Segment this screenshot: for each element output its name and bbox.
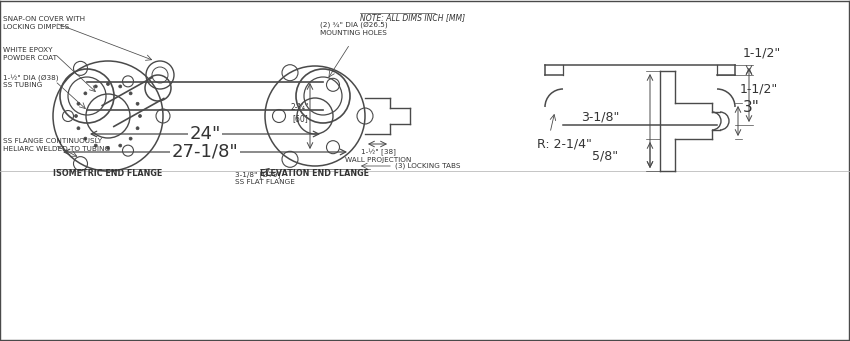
Text: 1-½" [38]
WALL PROJECTION: 1-½" [38] WALL PROJECTION — [345, 149, 411, 163]
Circle shape — [129, 137, 132, 140]
Text: R: 2-1/4": R: 2-1/4" — [537, 137, 592, 150]
Circle shape — [77, 127, 80, 130]
Text: NOTE: ALL DIMS INCH [MM]: NOTE: ALL DIMS INCH [MM] — [360, 13, 465, 22]
Text: 1-½" DIA (Ø38)
SS TUBING: 1-½" DIA (Ø38) SS TUBING — [3, 74, 59, 88]
Circle shape — [129, 92, 132, 95]
Text: 3": 3" — [743, 100, 760, 115]
Text: 1-1/2": 1-1/2" — [740, 83, 779, 95]
Circle shape — [136, 127, 139, 130]
Text: 3-1/8": 3-1/8" — [581, 110, 619, 123]
Text: (2) ¾" DIA (Ø26.5)
MOUNTING HOLES: (2) ¾" DIA (Ø26.5) MOUNTING HOLES — [320, 22, 388, 36]
Circle shape — [136, 102, 139, 105]
Text: SS FLANGE CONTINUOUSLY
HELIARC WELDED TO TUBING: SS FLANGE CONTINUOUSLY HELIARC WELDED TO… — [3, 138, 110, 152]
Circle shape — [139, 115, 141, 118]
Text: (3) LOCKING TABS: (3) LOCKING TABS — [395, 163, 461, 169]
Text: 1-1/2": 1-1/2" — [743, 46, 781, 59]
Circle shape — [75, 115, 77, 118]
Circle shape — [94, 85, 97, 88]
Text: 27-1/8": 27-1/8" — [172, 143, 238, 161]
Text: 24": 24" — [190, 125, 221, 143]
Circle shape — [119, 144, 122, 147]
Text: 5/8": 5/8" — [592, 149, 618, 163]
Circle shape — [84, 92, 87, 95]
Circle shape — [106, 83, 110, 86]
Text: 3-1/8" [Ø79]
SS FLAT FLANGE: 3-1/8" [Ø79] SS FLAT FLANGE — [235, 171, 295, 185]
Circle shape — [94, 144, 97, 147]
Circle shape — [84, 137, 87, 140]
Text: WHITE EPOXY
POWDER COAT: WHITE EPOXY POWDER COAT — [3, 47, 57, 61]
Text: 2-¾"
[60]: 2-¾" [60] — [291, 103, 309, 123]
Circle shape — [77, 102, 80, 105]
Circle shape — [119, 85, 122, 88]
Text: SNAP-ON COVER WITH
LOCKING DIMPLES: SNAP-ON COVER WITH LOCKING DIMPLES — [3, 16, 85, 30]
Circle shape — [106, 147, 110, 149]
Text: ISOMETRIC END FLANGE: ISOMETRIC END FLANGE — [54, 169, 162, 178]
Text: ELEVATION END FLANGE: ELEVATION END FLANGE — [260, 169, 370, 178]
